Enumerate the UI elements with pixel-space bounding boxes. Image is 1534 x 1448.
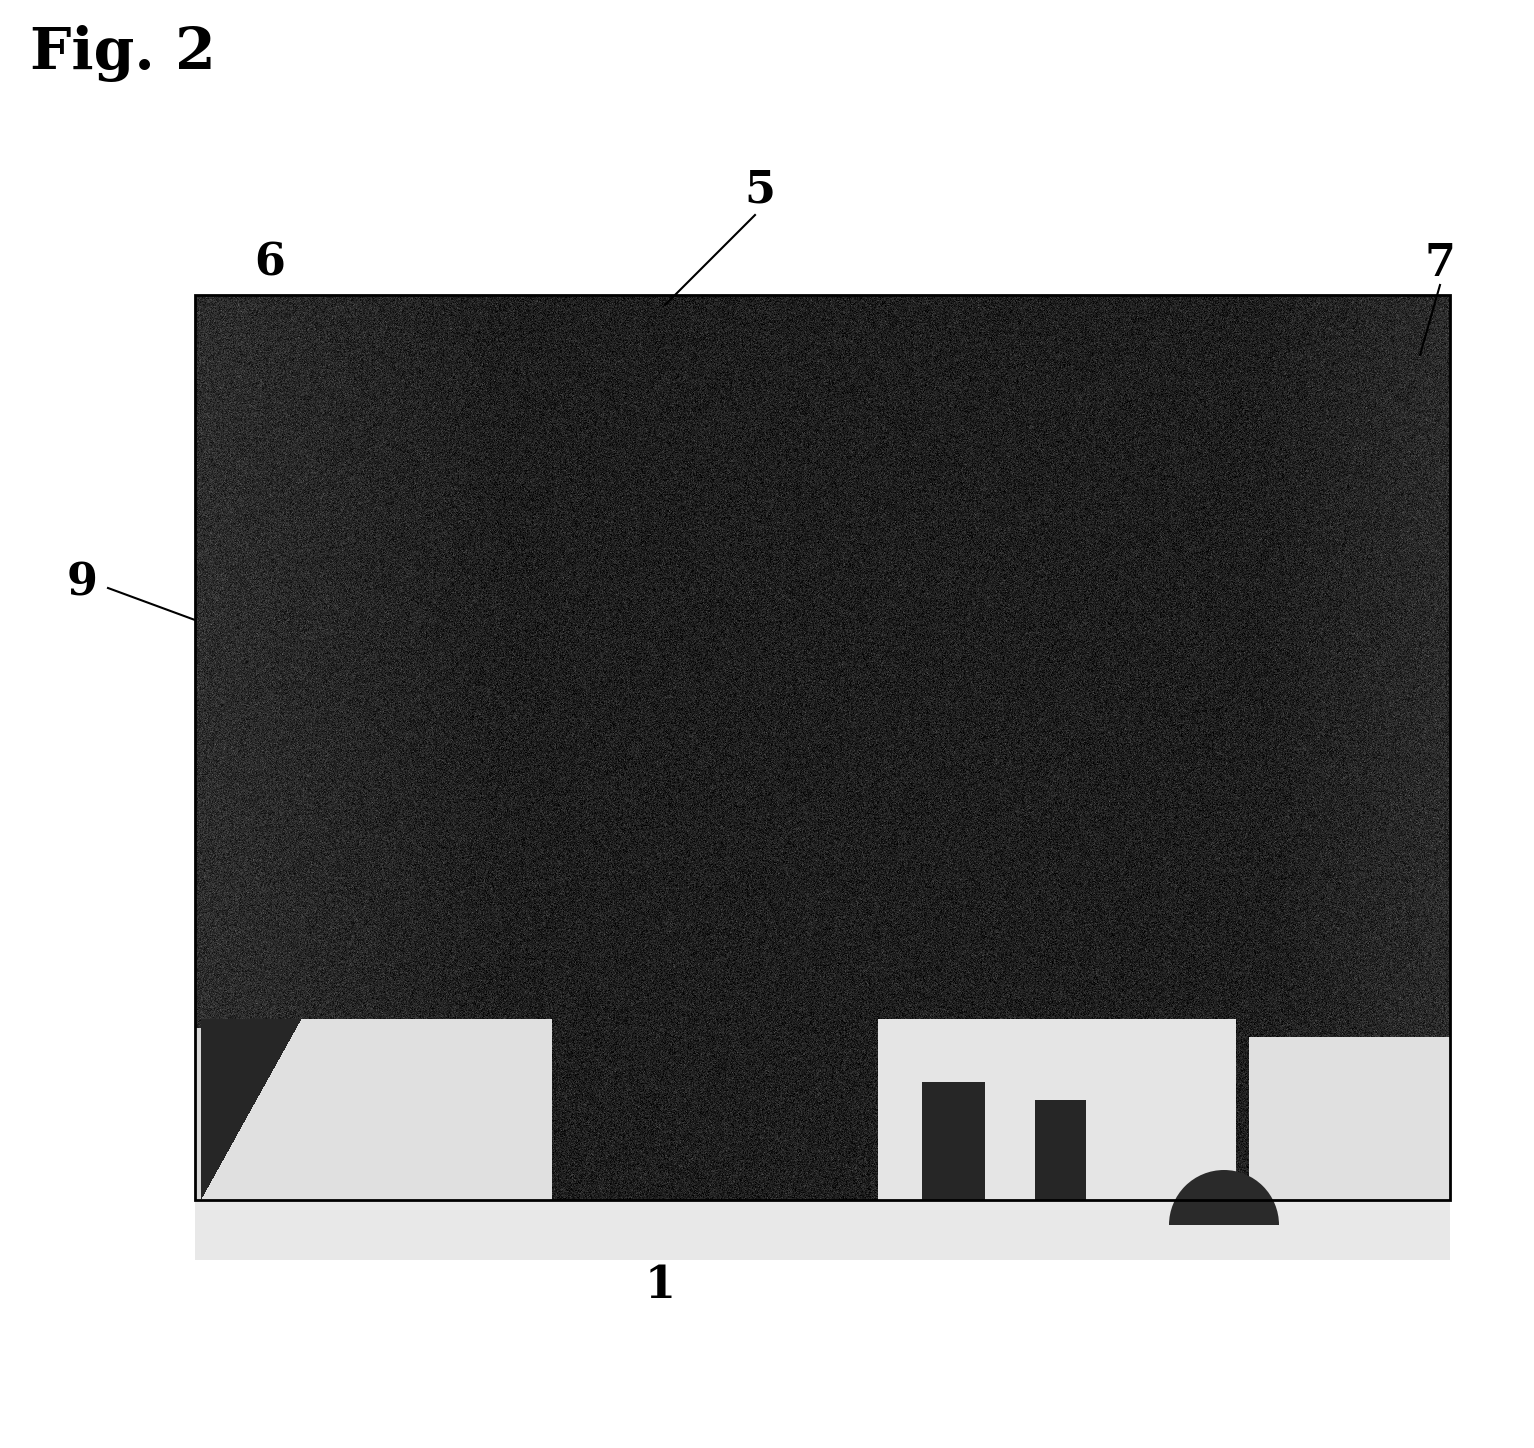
Text: Fig. 2: Fig. 2 [31, 25, 216, 83]
Text: 1: 1 [644, 1264, 675, 1306]
Wedge shape [1169, 1170, 1279, 1225]
Bar [195, 1200, 1450, 1260]
Text: 9: 9 [66, 562, 98, 604]
Text: 7: 7 [1425, 242, 1456, 284]
Text: 5: 5 [744, 168, 776, 211]
Bar [195, 295, 1450, 1200]
Text: 6: 6 [255, 242, 285, 284]
